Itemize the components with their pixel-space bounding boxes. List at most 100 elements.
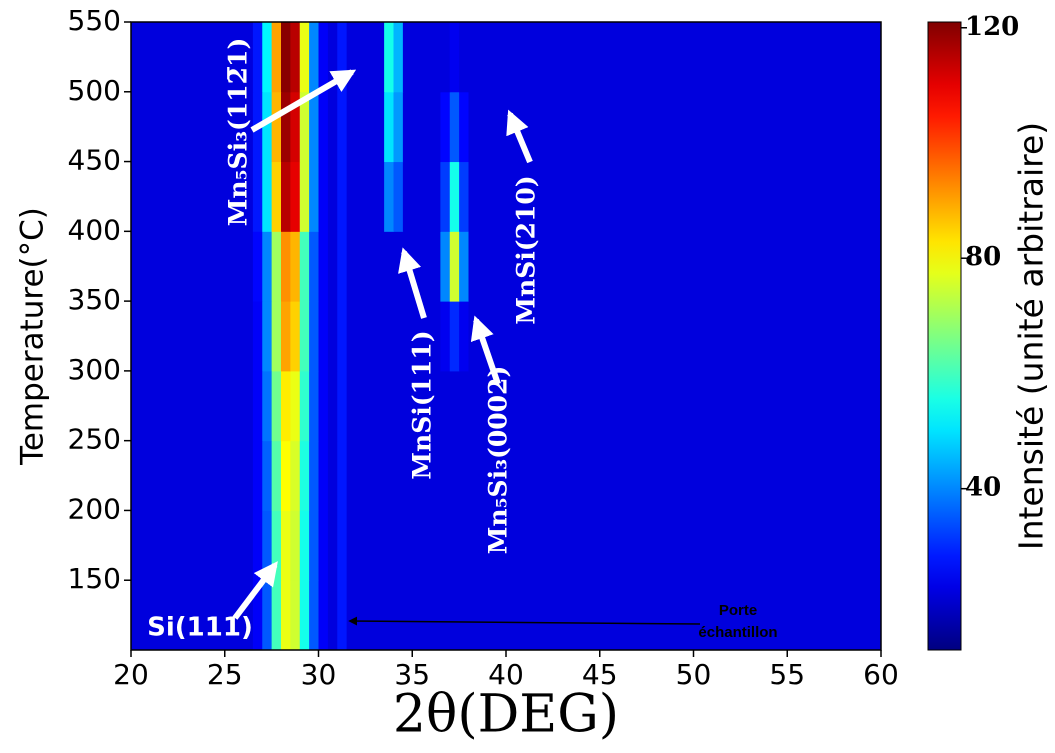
cell — [252, 370, 263, 442]
cell — [487, 22, 882, 93]
cell — [459, 370, 469, 442]
cell — [449, 580, 460, 651]
cell — [243, 440, 254, 511]
cell — [459, 580, 469, 651]
cell — [374, 22, 385, 93]
cell — [271, 370, 282, 442]
cell — [365, 370, 376, 442]
cell — [262, 510, 273, 581]
cell — [468, 301, 479, 372]
cell — [318, 91, 329, 163]
heatmap — [131, 22, 882, 651]
y-tick-label: 150 — [68, 562, 121, 595]
cell — [356, 91, 366, 163]
cell — [412, 301, 423, 372]
cell — [262, 22, 273, 93]
cell — [290, 231, 301, 302]
cell — [402, 580, 413, 651]
cell — [374, 161, 385, 232]
cell — [365, 440, 376, 511]
x-tick-label: 55 — [769, 658, 805, 691]
cell — [271, 231, 282, 302]
cell — [299, 91, 310, 163]
cell — [243, 161, 254, 232]
cell — [299, 301, 310, 372]
cell — [309, 440, 319, 511]
cell — [402, 440, 413, 511]
cell — [290, 440, 301, 511]
cell — [402, 161, 413, 232]
cell — [262, 91, 273, 163]
cell — [431, 91, 441, 163]
cell — [290, 580, 301, 651]
cell — [346, 580, 357, 651]
cell — [346, 22, 357, 93]
cell — [459, 301, 469, 372]
cell — [449, 161, 460, 232]
cell — [449, 301, 460, 372]
cell — [440, 161, 451, 232]
cell — [309, 580, 319, 651]
y-axis-label: Temperature(°C) — [15, 207, 51, 466]
cell — [243, 580, 254, 651]
cell — [318, 231, 329, 302]
cell — [487, 91, 882, 163]
cell — [243, 91, 254, 163]
cell — [384, 22, 394, 93]
cell — [318, 510, 329, 581]
cell — [431, 161, 441, 232]
cell — [440, 370, 451, 442]
cell — [468, 91, 479, 163]
cell — [318, 370, 329, 442]
cell — [440, 510, 451, 581]
cell — [327, 440, 338, 511]
cell — [393, 510, 404, 581]
annotation-arrow — [506, 109, 533, 164]
cell — [131, 22, 244, 93]
cell — [412, 580, 423, 651]
y-tick-label: 250 — [68, 423, 121, 456]
cell — [412, 161, 423, 232]
cell — [412, 22, 423, 93]
annotation: Mn₅Si₃(0002) — [484, 366, 513, 555]
cell — [327, 370, 338, 442]
cell — [449, 91, 460, 163]
cell — [365, 22, 376, 93]
x-tick-label: 35 — [394, 658, 430, 691]
cell — [468, 370, 479, 442]
cell — [327, 91, 338, 163]
cell — [337, 370, 348, 442]
cell — [327, 231, 338, 302]
cell — [281, 510, 291, 581]
y-tick-label: 300 — [68, 353, 121, 386]
x-axis-label: 2θ(DEG) — [393, 685, 619, 745]
cell — [374, 370, 385, 442]
y-tick-label: 450 — [68, 144, 121, 177]
cell — [421, 510, 432, 581]
cell — [477, 22, 488, 93]
cell — [487, 161, 882, 232]
cell — [252, 580, 263, 651]
cell — [449, 22, 460, 93]
cell — [337, 91, 348, 163]
cell — [487, 510, 882, 581]
cell — [243, 370, 254, 442]
cell — [252, 22, 263, 93]
cell — [318, 580, 329, 651]
cell — [477, 580, 488, 651]
cell — [487, 370, 882, 442]
x-tick-label: 50 — [676, 658, 712, 691]
cell — [299, 440, 310, 511]
cell — [402, 91, 413, 163]
cell — [131, 440, 244, 511]
cell — [271, 91, 282, 163]
x-tick-label: 60 — [863, 658, 899, 691]
cell — [384, 301, 394, 372]
cell — [384, 370, 394, 442]
cell — [318, 22, 329, 93]
cell — [356, 231, 366, 302]
cell — [131, 231, 244, 302]
cell — [487, 231, 882, 302]
cell — [374, 91, 385, 163]
